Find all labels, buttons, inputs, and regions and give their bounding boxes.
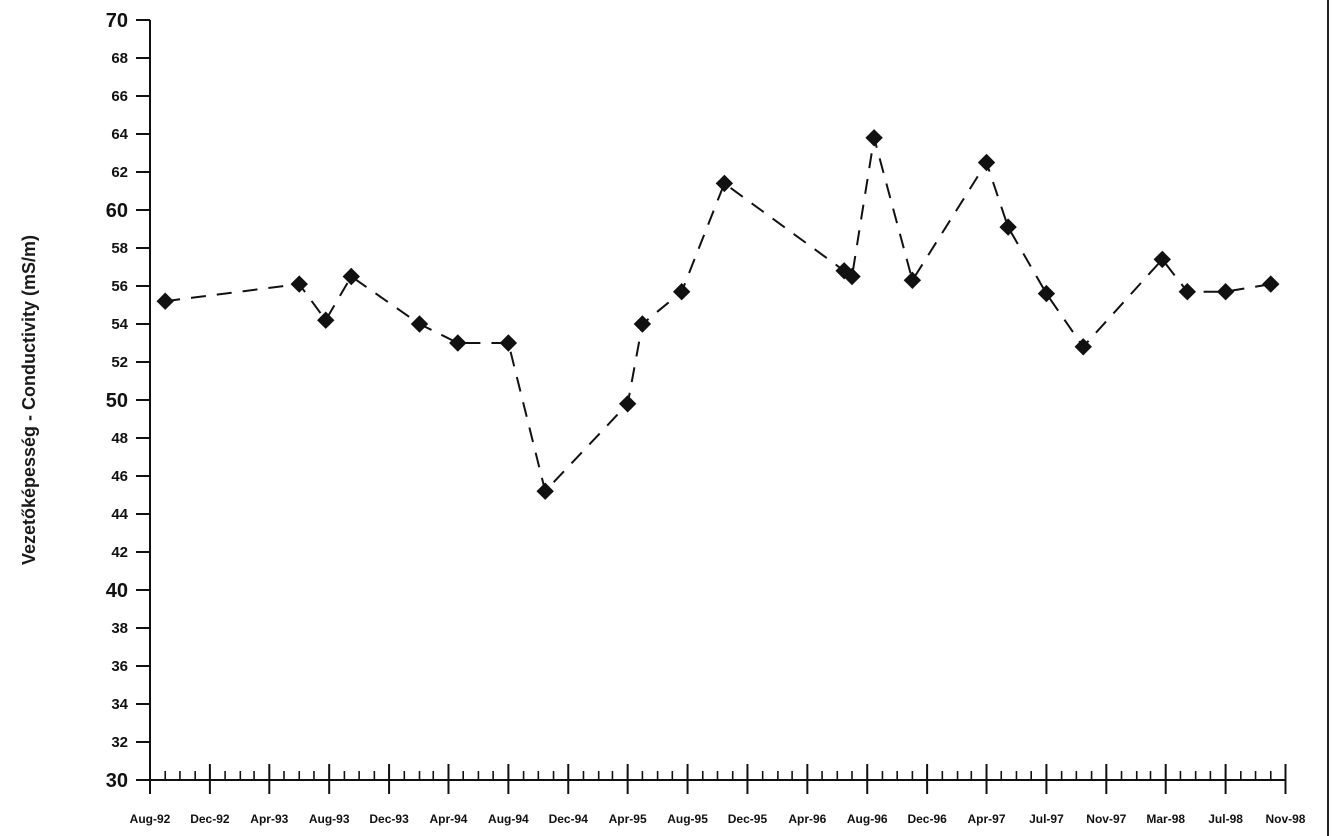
y-axis-label: Vezetőképesség - Conductivity (mS/m) bbox=[19, 235, 39, 565]
data-point bbox=[715, 174, 734, 193]
y-tick-label: 68 bbox=[111, 50, 128, 67]
data-point bbox=[1262, 275, 1280, 293]
data-point bbox=[1178, 282, 1197, 301]
data-point bbox=[536, 482, 554, 500]
data-point bbox=[977, 153, 996, 172]
y-tick-label: 64 bbox=[111, 126, 128, 143]
series-line bbox=[165, 137, 1271, 494]
data-point bbox=[317, 311, 335, 329]
x-tick-label: Dec-93 bbox=[369, 812, 409, 826]
axes: 30 32 34 36 38 40 42 44 46 48 50 52 54 56 58 60 62 64 66 68… bbox=[106, 10, 1306, 826]
x-tick-label: Nov-98 bbox=[1265, 812, 1305, 826]
y-tick-label: 42 bbox=[111, 544, 128, 561]
y-tick-label: 40 bbox=[106, 580, 128, 602]
x-tick-label: Dec-95 bbox=[728, 812, 768, 826]
data-point bbox=[618, 395, 637, 413]
data-point bbox=[1153, 250, 1171, 269]
y-tick-label: 32 bbox=[111, 734, 128, 751]
data-point bbox=[499, 334, 518, 352]
data-point bbox=[156, 292, 174, 310]
data-point bbox=[410, 315, 429, 333]
x-tick-label: Apr-94 bbox=[429, 812, 467, 826]
x-tick-label: Mar-98 bbox=[1146, 812, 1185, 826]
x-tick-label: Nov-97 bbox=[1086, 812, 1126, 826]
data-point bbox=[999, 218, 1017, 236]
x-tick-label: Aug-95 bbox=[667, 812, 708, 826]
y-tick-label: 56 bbox=[111, 278, 128, 295]
x-tick-label: Apr-93 bbox=[250, 812, 288, 826]
data-point bbox=[633, 315, 652, 333]
y-tick-label: 52 bbox=[111, 354, 128, 371]
x-tick-label: Jul-97 bbox=[1029, 812, 1064, 826]
x-tick-label: Apr-95 bbox=[609, 812, 647, 826]
x-tick-label: Dec-94 bbox=[549, 812, 589, 826]
y-tick-label: 30 bbox=[106, 770, 128, 792]
data-point bbox=[342, 267, 360, 286]
y-tick-label: 66 bbox=[111, 88, 128, 105]
x-tick-label: Dec-96 bbox=[907, 812, 947, 826]
data-point bbox=[290, 275, 308, 293]
x-tick-label: Apr-97 bbox=[968, 812, 1006, 826]
data-point bbox=[843, 267, 861, 286]
y-tick-label: 48 bbox=[111, 430, 128, 447]
data-point bbox=[903, 271, 922, 290]
x-tick-label: Jul-98 bbox=[1208, 812, 1243, 826]
x-tick-label: Dec-92 bbox=[190, 812, 230, 826]
y-tick-label: 70 bbox=[106, 10, 128, 32]
x-tick-label: Apr-96 bbox=[788, 812, 826, 826]
x-tick-label: Aug-92 bbox=[130, 812, 171, 826]
y-tick-label: 44 bbox=[111, 506, 128, 523]
data-point bbox=[865, 129, 883, 147]
data-point bbox=[1074, 338, 1092, 356]
y-tick-label: 36 bbox=[111, 658, 128, 675]
y-tick-label: 34 bbox=[111, 696, 128, 713]
data-point bbox=[449, 334, 467, 352]
x-tick-label: Aug-93 bbox=[309, 812, 350, 826]
y-tick-label: 38 bbox=[111, 620, 128, 637]
y-tick-label: 58 bbox=[111, 240, 128, 257]
data-point bbox=[1216, 282, 1235, 301]
y-tick-label: 60 bbox=[106, 200, 128, 222]
data-point bbox=[672, 282, 691, 301]
x-tick-label: Aug-94 bbox=[488, 812, 529, 826]
y-tick-label: 46 bbox=[111, 468, 128, 485]
y-tick-label: 50 bbox=[106, 390, 128, 412]
y-tick-label: 62 bbox=[111, 164, 128, 181]
data-point bbox=[1037, 284, 1056, 303]
x-tick-label: Aug-96 bbox=[847, 812, 888, 826]
y-tick-label: 54 bbox=[111, 316, 128, 333]
plot-area bbox=[156, 129, 1280, 500]
